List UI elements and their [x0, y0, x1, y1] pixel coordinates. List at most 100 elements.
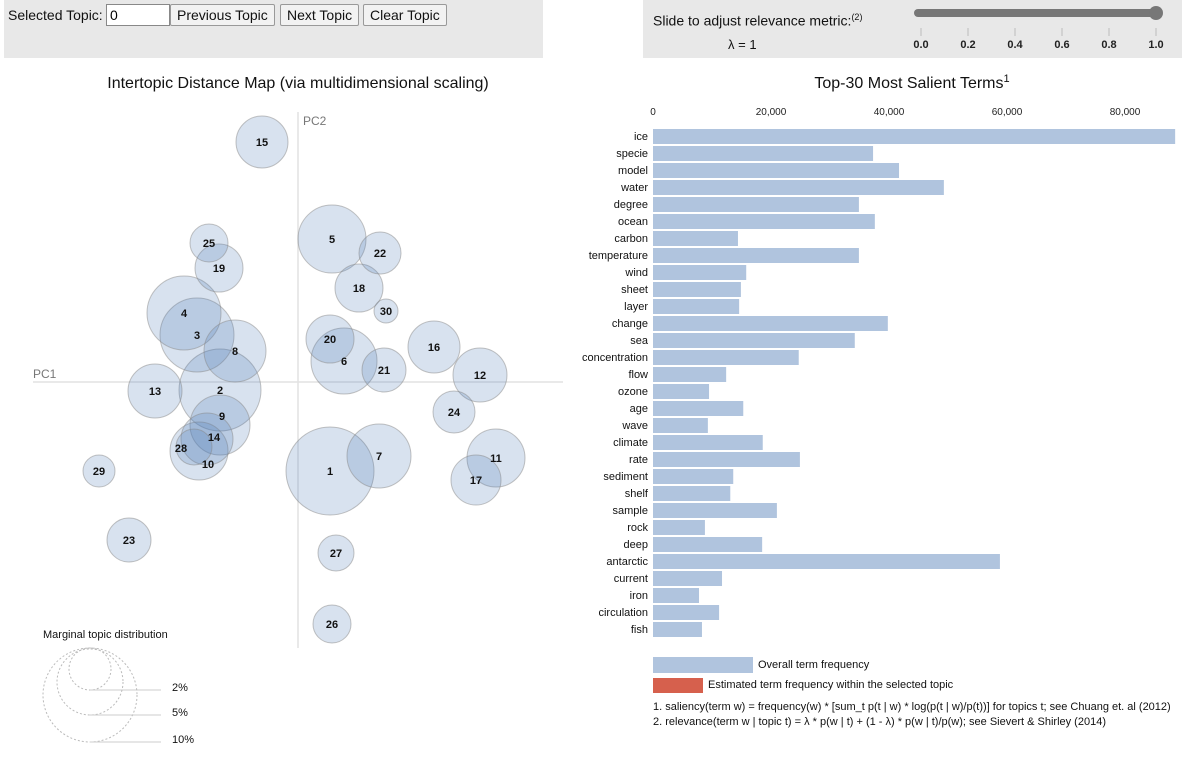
term-row-change[interactable]: change: [612, 316, 888, 331]
term-row-water[interactable]: water: [620, 180, 944, 195]
term-label[interactable]: specie: [616, 148, 648, 160]
term-bar[interactable]: [653, 146, 874, 161]
term-bar[interactable]: [653, 265, 747, 280]
term-label[interactable]: model: [618, 165, 648, 177]
term-row-degree[interactable]: degree: [614, 197, 859, 212]
topic-bubble[interactable]: [203, 319, 267, 383]
topic-bubble[interactable]: [189, 223, 229, 263]
topic-bubble[interactable]: [361, 347, 407, 393]
topic-bubble[interactable]: [82, 454, 116, 488]
topic-circle-21[interactable]: [361, 347, 407, 393]
term-row-specie[interactable]: specie: [616, 146, 874, 161]
term-row-sample[interactable]: sample: [613, 503, 777, 518]
term-row-carbon[interactable]: carbon: [614, 231, 738, 246]
topic-circle-1[interactable]: [285, 426, 375, 516]
term-row-sea[interactable]: sea: [630, 333, 855, 348]
term-label[interactable]: fish: [631, 624, 648, 636]
term-label[interactable]: ice: [634, 131, 648, 143]
term-label[interactable]: sheet: [621, 284, 648, 296]
term-row-ozone[interactable]: ozone: [618, 384, 710, 399]
term-bar[interactable]: [653, 350, 799, 365]
topic-circle-13[interactable]: [127, 363, 183, 419]
selected-topic-input[interactable]: [106, 4, 170, 26]
topic-circle-12[interactable]: [452, 347, 508, 403]
topic-circle-8[interactable]: [203, 319, 267, 383]
topic-circle-20[interactable]: [305, 314, 355, 364]
topic-circle-26[interactable]: [312, 604, 352, 644]
topic-bubble[interactable]: [159, 297, 235, 373]
topic-bubble[interactable]: [175, 428, 213, 466]
term-bar[interactable]: [653, 554, 1000, 569]
term-label[interactable]: age: [630, 403, 648, 415]
topic-bubble[interactable]: [310, 327, 378, 395]
term-row-deep[interactable]: deep: [624, 537, 763, 552]
topic-circle-24[interactable]: [432, 390, 476, 434]
term-label[interactable]: flow: [628, 369, 648, 381]
topic-bubble[interactable]: [373, 298, 399, 324]
topic-bubble[interactable]: [106, 517, 152, 563]
term-label[interactable]: carbon: [614, 233, 648, 245]
term-row-climate[interactable]: climate: [613, 435, 763, 450]
term-row-concentration[interactable]: concentration: [582, 350, 799, 365]
term-row-ice[interactable]: ice: [634, 129, 1176, 144]
term-bar[interactable]: [653, 180, 944, 195]
term-bar[interactable]: [653, 333, 855, 348]
slider-handle[interactable]: [1149, 6, 1163, 20]
topic-circle-15[interactable]: [235, 115, 289, 169]
topic-bubble[interactable]: [317, 534, 355, 572]
topic-bubble[interactable]: [180, 412, 234, 466]
term-label[interactable]: iron: [630, 590, 648, 602]
term-label[interactable]: water: [620, 182, 648, 194]
term-row-current[interactable]: current: [614, 571, 723, 586]
term-bar[interactable]: [653, 452, 800, 467]
term-row-rate[interactable]: rate: [629, 452, 800, 467]
term-bar[interactable]: [653, 520, 705, 535]
term-label[interactable]: concentration: [582, 352, 648, 364]
term-bar[interactable]: [653, 214, 875, 229]
topic-bubble[interactable]: [452, 347, 508, 403]
topic-bubble[interactable]: [285, 426, 375, 516]
topic-bubble[interactable]: [146, 275, 222, 351]
term-bar[interactable]: [653, 248, 859, 263]
term-row-ocean[interactable]: ocean: [618, 214, 875, 229]
term-bar[interactable]: [653, 129, 1176, 144]
topic-circle-4[interactable]: [146, 275, 222, 351]
term-row-circulation[interactable]: circulation: [598, 605, 720, 620]
topic-bubble[interactable]: [189, 394, 251, 456]
topic-bubble[interactable]: [169, 421, 229, 481]
term-bar[interactable]: [653, 197, 859, 212]
term-label[interactable]: wave: [621, 420, 648, 432]
term-bar[interactable]: [653, 401, 744, 416]
topic-bubble[interactable]: [194, 243, 244, 293]
term-bar[interactable]: [653, 435, 763, 450]
term-bar[interactable]: [653, 367, 727, 382]
term-row-rock[interactable]: rock: [627, 520, 705, 535]
term-bar[interactable]: [653, 469, 734, 484]
term-bar[interactable]: [653, 605, 720, 620]
topic-bubble[interactable]: [334, 263, 384, 313]
term-bar[interactable]: [653, 231, 738, 246]
term-bar[interactable]: [653, 571, 723, 586]
term-label[interactable]: current: [614, 573, 648, 585]
topic-circle-30[interactable]: [373, 298, 399, 324]
topic-circle-14[interactable]: [180, 412, 234, 466]
term-label[interactable]: rock: [627, 522, 648, 534]
term-row-iron[interactable]: iron: [630, 588, 700, 603]
topic-circle-9[interactable]: [189, 394, 251, 456]
term-bar[interactable]: [653, 163, 900, 178]
topic-bubble[interactable]: [305, 314, 355, 364]
term-label[interactable]: climate: [613, 437, 648, 449]
term-label[interactable]: rate: [629, 454, 648, 466]
term-row-wind[interactable]: wind: [624, 265, 747, 280]
term-bar[interactable]: [653, 503, 777, 518]
topic-bubble[interactable]: [127, 363, 183, 419]
term-bar[interactable]: [653, 384, 710, 399]
term-label[interactable]: layer: [624, 301, 648, 313]
term-row-age[interactable]: age: [630, 401, 744, 416]
term-row-layer[interactable]: layer: [624, 299, 740, 314]
term-label[interactable]: ozone: [618, 386, 648, 398]
topic-circle-3[interactable]: [159, 297, 235, 373]
term-row-model[interactable]: model: [618, 163, 900, 178]
term-bar[interactable]: [653, 316, 888, 331]
topic-circle-18[interactable]: [334, 263, 384, 313]
